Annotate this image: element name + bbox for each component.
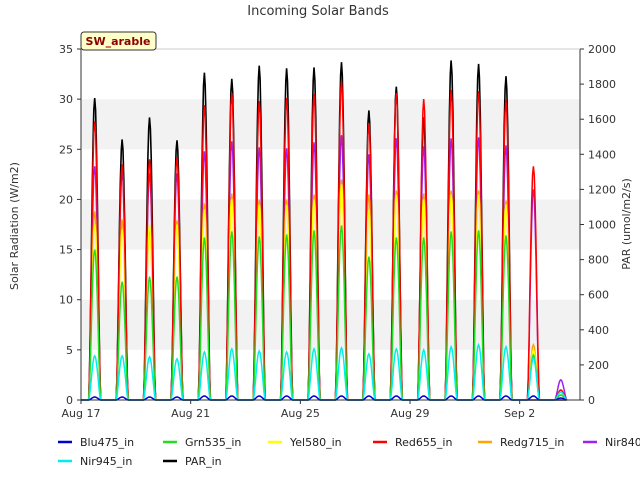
right-tick-label: 0 [588, 394, 595, 407]
left-tick-label: 30 [59, 93, 73, 106]
left-tick-label: 0 [66, 394, 73, 407]
x-tick-label: Sep 2 [504, 407, 535, 420]
left-tick-label: 10 [59, 294, 73, 307]
legend-label: Blu475_in [80, 436, 134, 449]
left-tick-label: 20 [59, 193, 73, 206]
right-tick-label: 600 [588, 289, 609, 302]
plot-background [81, 49, 580, 400]
legend-label: Grn535_in [185, 436, 241, 449]
sensor-badge: SW_arable [80, 31, 157, 51]
right-tick-label: 200 [588, 359, 609, 372]
legend-item: Yel580_in [268, 436, 342, 449]
chart-title: Incoming Solar Bands [247, 4, 389, 19]
legend-label: Yel580_in [289, 436, 342, 449]
right-tick-label: 1400 [588, 148, 616, 161]
right-tick-label: 1000 [588, 219, 616, 232]
legend-item: Nir840_in [583, 436, 640, 449]
legend-label: Nir840_in [605, 436, 640, 449]
legend-item: Nir945_in [58, 455, 132, 468]
x-tick-label: Aug 29 [391, 407, 430, 420]
right-tick-label: 2000 [588, 43, 616, 56]
grid-band [81, 249, 580, 300]
legend-label: Redg715_in [500, 436, 564, 449]
legend-item: Redg715_in [478, 436, 564, 449]
x-tick-label: Aug 17 [62, 407, 101, 420]
legend: Blu475_in Grn535_in Yel580_in Red655_in Redg… [58, 436, 640, 468]
sensor-badge-label: SW_arable [86, 35, 151, 48]
legend-label: Nir945_in [80, 455, 132, 468]
grid-band [81, 299, 580, 350]
right-tick-label: 1800 [588, 78, 616, 91]
right-tick-label: 400 [588, 324, 609, 337]
grid-band [81, 49, 580, 100]
legend-label: PAR_in [185, 455, 222, 468]
right-tick-label: 800 [588, 254, 609, 267]
right-tick-label: 1200 [588, 183, 616, 196]
grid-band [81, 149, 580, 200]
left-axis-ticks: 0 5 10 15 20 25 30 35 [59, 43, 81, 407]
left-tick-label: 5 [66, 344, 73, 357]
legend-item: Red655_in [373, 436, 452, 449]
grid-band [81, 199, 580, 250]
legend-item: Blu475_in [58, 436, 134, 449]
grid-band [81, 349, 580, 400]
x-tick-label: Aug 21 [171, 407, 210, 420]
right-tick-label: 1600 [588, 113, 616, 126]
x-axis-ticks: Aug 17 Aug 21 Aug 25 Aug 29 Sep 2 [62, 400, 535, 420]
legend-item: PAR_in [163, 455, 222, 468]
y-axis-label-right: PAR (umol/m2/s) [620, 178, 633, 270]
legend-item: Grn535_in [163, 436, 241, 449]
x-tick-label: Aug 25 [281, 407, 320, 420]
legend-label: Red655_in [395, 436, 452, 449]
left-tick-label: 25 [59, 143, 73, 156]
left-tick-label: 15 [59, 244, 73, 257]
grid-band [81, 99, 580, 150]
left-tick-label: 35 [59, 43, 73, 56]
right-axis-ticks: 0 200 400 600 800 1000 1200 1400 1600 1800 2000 [580, 43, 616, 407]
y-axis-label-left: Solar Radiation (W/m2) [8, 162, 21, 290]
